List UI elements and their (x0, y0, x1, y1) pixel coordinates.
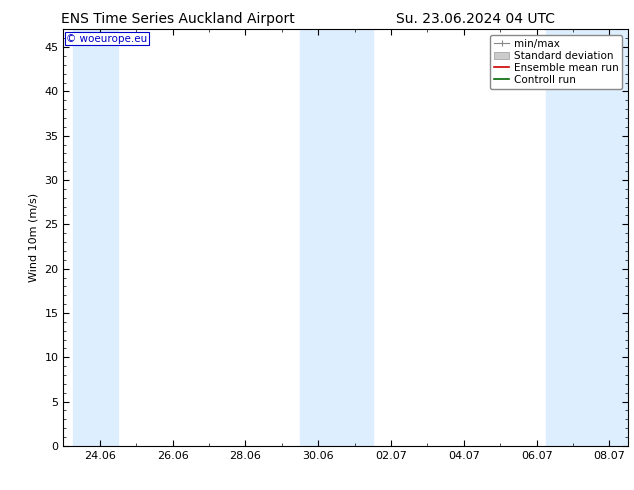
Bar (72, 29, 118, 446)
Bar (300, 29, 373, 446)
Legend: min/max, Standard deviation, Ensemble mean run, Controll run: min/max, Standard deviation, Ensemble me… (489, 35, 623, 89)
Y-axis label: Wind 10m (m/s): Wind 10m (m/s) (29, 193, 39, 282)
Text: © woeurope.eu: © woeurope.eu (66, 34, 148, 44)
Text: Su. 23.06.2024 04 UTC: Su. 23.06.2024 04 UTC (396, 12, 555, 26)
Text: ENS Time Series Auckland Airport: ENS Time Series Auckland Airport (61, 12, 294, 26)
Bar (546, 29, 628, 446)
